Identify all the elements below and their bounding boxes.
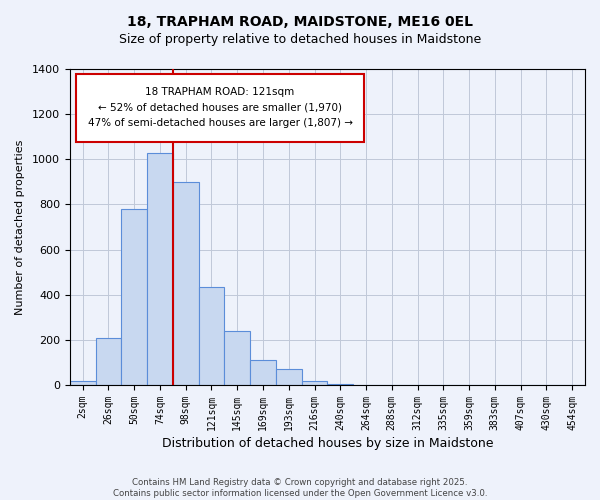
Bar xyxy=(70,380,95,385)
Text: Contains HM Land Registry data © Crown copyright and database right 2025.
Contai: Contains HM Land Registry data © Crown c… xyxy=(113,478,487,498)
Bar xyxy=(199,287,224,385)
Text: 18 TRAPHAM ROAD: 121sqm
← 52% of detached houses are smaller (1,970)
47% of semi: 18 TRAPHAM ROAD: 121sqm ← 52% of detache… xyxy=(88,87,353,128)
Bar xyxy=(121,209,147,385)
Bar xyxy=(147,152,173,385)
Bar xyxy=(276,370,302,385)
Bar xyxy=(224,331,250,385)
X-axis label: Distribution of detached houses by size in Maidstone: Distribution of detached houses by size … xyxy=(161,437,493,450)
Y-axis label: Number of detached properties: Number of detached properties xyxy=(15,140,25,314)
Bar xyxy=(173,182,199,385)
Bar xyxy=(95,338,121,385)
Bar xyxy=(250,360,276,385)
Bar xyxy=(302,380,328,385)
Text: 18, TRAPHAM ROAD, MAIDSTONE, ME16 0EL: 18, TRAPHAM ROAD, MAIDSTONE, ME16 0EL xyxy=(127,15,473,29)
Text: Size of property relative to detached houses in Maidstone: Size of property relative to detached ho… xyxy=(119,32,481,46)
Bar xyxy=(328,384,353,385)
